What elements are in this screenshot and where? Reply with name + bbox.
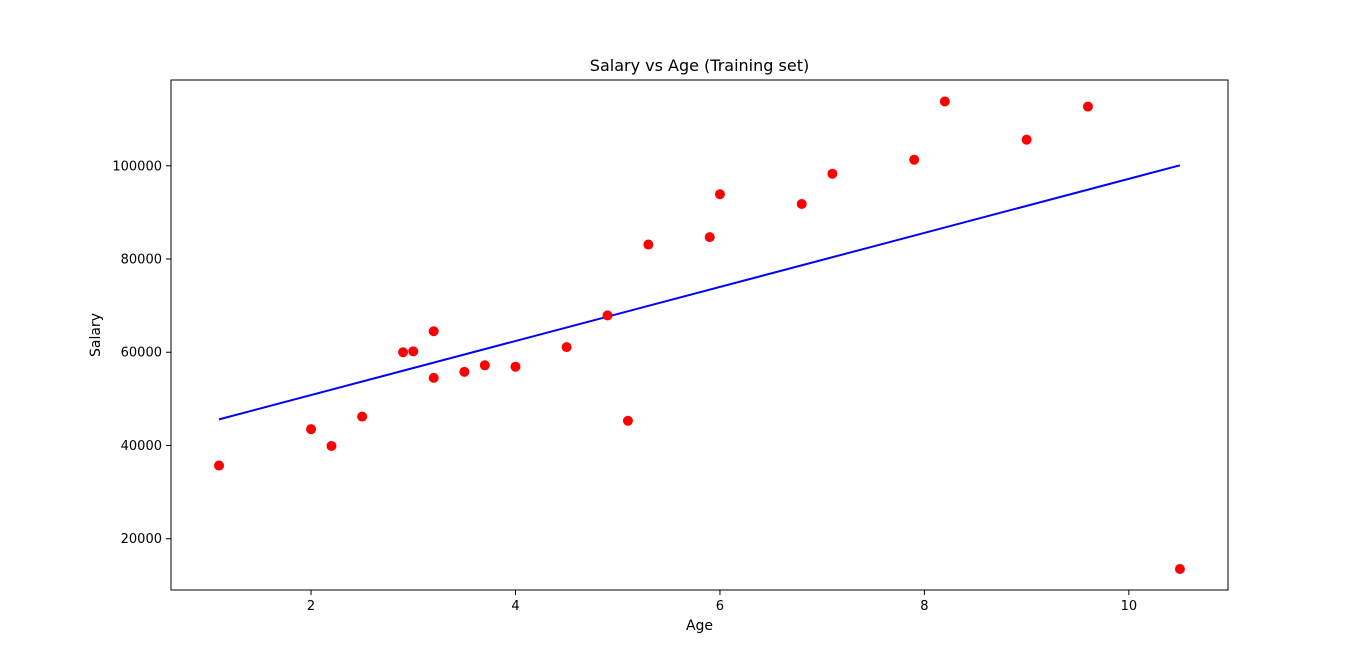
data-point (306, 424, 317, 435)
data-point (326, 440, 337, 451)
data-point (827, 168, 838, 179)
x-tick-label: 2 (307, 599, 315, 614)
x-axis-label: Age (686, 618, 713, 634)
y-tick-label: 100000 (112, 159, 162, 174)
axis-ticks: 2 4 6 8 10 20000 40000 60000 80000 100000 (112, 159, 1137, 614)
x-tick-label: 4 (511, 599, 519, 614)
data-point (428, 326, 439, 337)
data-point (1082, 101, 1093, 112)
y-tick-label: 20000 (121, 532, 162, 547)
y-tick-label: 60000 (121, 346, 162, 361)
data-point (939, 96, 950, 107)
x-tick-label: 6 (716, 599, 724, 614)
data-point (909, 154, 920, 165)
data-point (357, 411, 368, 422)
data-point (602, 310, 613, 321)
regression-line (218, 164, 1181, 421)
data-point (214, 460, 225, 471)
plot-frame (170, 79, 1229, 591)
data-point (1174, 564, 1185, 575)
x-tick-label: 8 (920, 599, 928, 614)
data-point (459, 366, 470, 377)
data-point (561, 342, 572, 353)
x-tick-label: 10 (1121, 599, 1138, 614)
y-axis-label: Salary (88, 313, 104, 357)
data-point (622, 415, 633, 426)
data-point (510, 361, 521, 372)
data-point (714, 189, 725, 200)
data-point (643, 239, 654, 250)
chart-title: Salary vs Age (Training set) (590, 56, 809, 75)
data-point (408, 346, 419, 357)
plot-area (170, 79, 1229, 591)
data-point (479, 360, 490, 371)
y-tick-label: 80000 (121, 253, 162, 268)
data-point (1021, 134, 1032, 145)
data-point (428, 372, 439, 383)
y-tick-label: 40000 (121, 439, 162, 454)
data-point (398, 347, 409, 358)
data-point (796, 199, 807, 210)
data-point (704, 232, 715, 243)
